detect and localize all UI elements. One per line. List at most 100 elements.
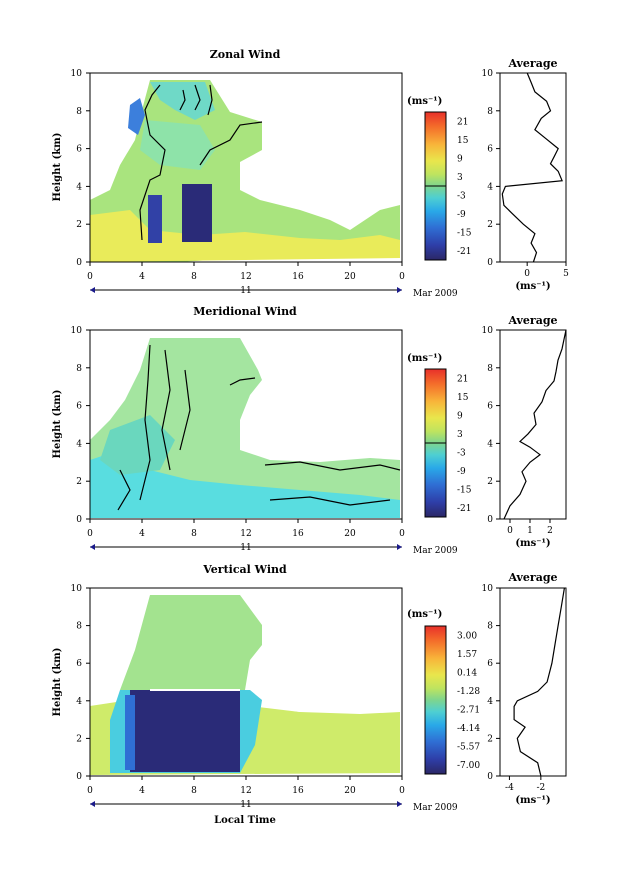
date-day-vertical: 11: [240, 800, 251, 810]
avg-yaxis-vertical: 0 2 4 6 8 10: [482, 584, 500, 782]
date-label-zonal: Mar 2009: [413, 289, 458, 299]
ytick-label: 6: [76, 659, 82, 669]
colorbar-ticks-zonal: 21 15 9 3 -3 -9 -15 -21: [457, 117, 472, 257]
contour-zonal-1: [139, 84, 166, 241]
ytick-label: 2: [76, 477, 82, 487]
avg-ytick-label: 4: [487, 697, 493, 707]
xtick-label: 0: [399, 529, 405, 539]
colorbar-tick-label: 0.14: [457, 668, 477, 678]
contour-meridional-2: [229, 377, 401, 506]
xtick-label: 12: [240, 786, 251, 796]
avg-xtick-label: -4: [505, 783, 514, 793]
avg-xtick-label: 0: [507, 526, 513, 536]
field-navy-strip-zonal: [148, 195, 162, 243]
colorbar-tick-label: -1.28: [457, 687, 480, 697]
field-navy-block-vertical: [130, 690, 240, 772]
avg-xaxis-vertical: -4 -2: [505, 776, 545, 793]
colorbar-tick-label: -3: [457, 191, 466, 201]
xtick-label: 0: [399, 786, 405, 796]
field-blue-strip-zonal: [128, 98, 145, 135]
colorbar-unit-meridional: (ms⁻¹): [407, 353, 442, 364]
colorbar-tick-label: 1.57: [457, 650, 477, 660]
avg-ytick-label: 8: [487, 107, 493, 117]
date-arrow-right-meridional: [397, 544, 402, 550]
field-yellow-zonal: [90, 210, 400, 262]
avg-xtick-label: 2: [547, 526, 553, 536]
avg-ytick-label: 10: [482, 69, 494, 79]
xtick-label: 4: [139, 272, 145, 282]
ytick-label: 0: [76, 772, 82, 782]
ylabel-vertical: Height (km): [52, 648, 63, 717]
avg-profile-line-meridional: [503, 329, 567, 520]
avg-ytick-label: 8: [487, 364, 493, 374]
xtick-label: 0: [87, 786, 93, 796]
ytick-label: 6: [76, 145, 82, 155]
colorbar-tick-label: -5.57: [457, 742, 480, 752]
ytick-label: 2: [76, 220, 82, 230]
avg-ytick-label: 2: [487, 734, 493, 744]
colorbar-tick-label: 9: [457, 154, 463, 164]
colorbar-tick-label: -4.14: [457, 724, 480, 734]
avg-ytick-label: 6: [487, 402, 493, 412]
avg-ytick-label: 0: [487, 515, 493, 525]
avg-ytick-label: 0: [487, 258, 493, 268]
ylabel-zonal: Height (km): [52, 133, 63, 202]
avg-xlabel-meridional: (ms⁻¹): [515, 538, 550, 549]
panel-title-vertical: Vertical Wind: [202, 563, 287, 576]
avg-ytick-label: 10: [482, 584, 494, 594]
xtick-label: 0: [87, 272, 93, 282]
avg-ytick-label: 8: [487, 622, 493, 632]
avg-title-vertical: Average: [507, 571, 557, 584]
xtick-label: 16: [292, 272, 304, 282]
xtick-label: 12: [240, 529, 251, 539]
avg-plot-meridional: [499, 329, 567, 520]
colorbar-tick-label: 15: [457, 393, 469, 403]
colorbar-tick-label: 21: [457, 117, 468, 127]
xtick-label: 8: [191, 529, 197, 539]
yaxis-meridional: 0 2 4 6 8 10: [71, 326, 90, 525]
date-label-vertical: Mar 2009: [413, 803, 458, 813]
avg-ytick-label: 6: [487, 659, 493, 669]
contour-meridional-1: [117, 344, 191, 511]
contour-zonal-3: [179, 84, 213, 116]
colorbar-tick-label: -9: [457, 467, 466, 477]
colorbar-tick-label: 3: [457, 173, 463, 183]
ytick-label: 8: [76, 364, 82, 374]
avg-yaxis-meridional: 0 2 4 6 8 10: [482, 326, 500, 525]
avg-yaxis-zonal: 0 2 4 6 8 10: [482, 69, 500, 268]
colorbar-tick-label: 3: [457, 430, 463, 440]
heatmap-field-vertical: [90, 590, 400, 775]
field-green-meridional: [90, 338, 400, 518]
avg-ytick-label: 4: [487, 439, 493, 449]
colorbar-tick-label: -21: [457, 504, 472, 514]
ytick-label: 10: [71, 584, 83, 594]
ytick-label: 4: [76, 182, 82, 192]
ytick-label: 4: [76, 697, 82, 707]
avg-title-meridional: Average: [507, 314, 557, 327]
field-blue-edge-vertical: [125, 695, 135, 770]
field-cyan-zonal: [150, 82, 215, 120]
yaxis-zonal: 0 2 4 6 8 10: [71, 69, 90, 268]
xtick-label: 8: [191, 786, 197, 796]
ytick-label: 10: [71, 326, 83, 336]
avg-ytick-label: 2: [487, 477, 493, 487]
date-day-meridional: 11: [240, 543, 251, 553]
ytick-label: 0: [76, 258, 82, 268]
field-white-gap-meridional: [245, 338, 400, 455]
heatmap-field-meridional: [90, 338, 401, 518]
xtick-label: 12: [240, 272, 251, 282]
avg-xlabel-zonal: (ms⁻¹): [515, 281, 550, 292]
colorbar-vertical: [424, 625, 447, 775]
colorbar-tick-label: -21: [457, 247, 472, 257]
avg-ytick-label: 6: [487, 145, 493, 155]
panel-title-zonal: Zonal Wind: [210, 48, 281, 61]
ytick-label: 8: [76, 107, 82, 117]
avg-profile-line-vertical: [513, 587, 565, 777]
field-navy-block-zonal: [182, 184, 212, 242]
panel-title-meridional: Meridional Wind: [193, 305, 297, 318]
xaxis-zonal: 0 4 8 12 16 20 0: [87, 262, 405, 282]
xlabel-vertical: Local Time: [214, 815, 276, 826]
ytick-label: 0: [76, 515, 82, 525]
